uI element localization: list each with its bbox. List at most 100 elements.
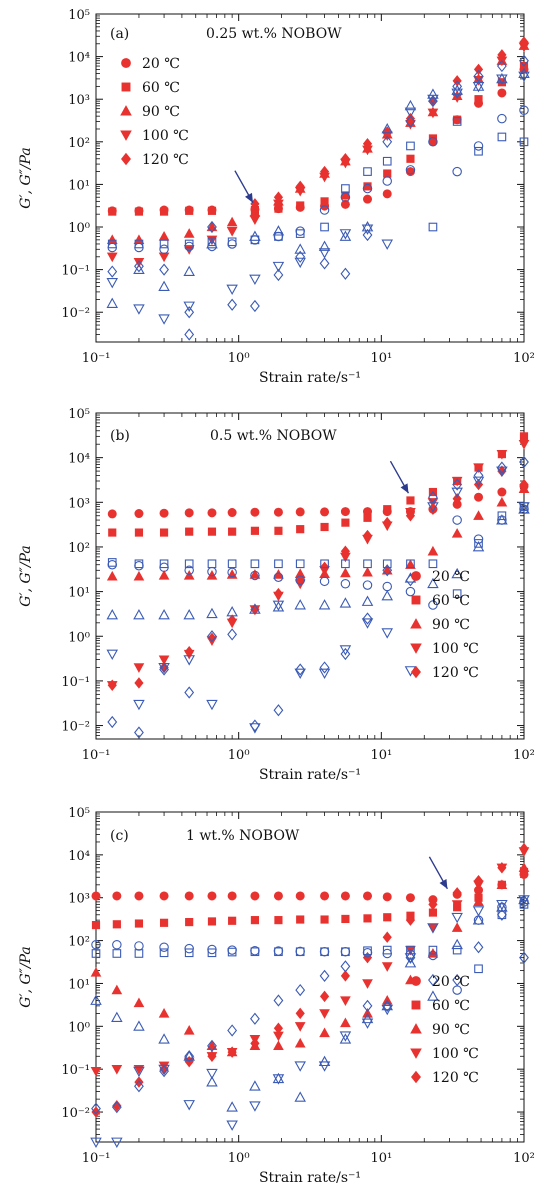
data-point: [452, 478, 463, 491]
legend-marker: [411, 1070, 421, 1084]
data-point: [159, 244, 169, 255]
data-point: [206, 1068, 218, 1080]
x-tick-label: 10⁻¹: [82, 748, 111, 763]
data-point: [272, 600, 285, 612]
data-point: [184, 306, 195, 319]
legend-marker: [410, 643, 422, 654]
data-point: [382, 135, 393, 148]
y-tick-label: 10⁵: [68, 8, 90, 23]
y-tick-label: 10⁴: [68, 51, 90, 66]
data-point: [185, 527, 194, 536]
series-9: [106, 466, 530, 734]
panel-title: 1 wt.% NOBOW: [186, 828, 300, 844]
data-point: [184, 559, 194, 569]
data-point: [294, 1061, 306, 1072]
legend-entry: 90 ℃: [142, 104, 180, 120]
y-tick-label: 10⁰: [68, 221, 90, 236]
data-point: [158, 231, 170, 241]
data-point: [404, 107, 417, 118]
legend: 20 ℃ 60 ℃ 90 ℃ 100 ℃ 120 ℃: [120, 56, 189, 168]
series-1: [107, 481, 529, 519]
data-point: [451, 922, 463, 932]
data-point: [107, 715, 118, 729]
data-point: [227, 237, 237, 247]
data-point: [108, 528, 117, 537]
data-point: [250, 299, 260, 313]
data-point: [428, 898, 438, 911]
data-point: [295, 947, 305, 957]
data-point: [159, 263, 169, 276]
legend-marker: [120, 130, 132, 141]
data-point: [341, 184, 350, 193]
data-point: [405, 559, 416, 569]
data-point: [519, 455, 529, 469]
data-point: [134, 559, 144, 569]
data-point: [320, 891, 330, 901]
data-point: [184, 508, 194, 518]
data-point: [428, 973, 438, 987]
data-point: [362, 138, 373, 150]
data-point: [320, 947, 329, 957]
y-tick-label: 10⁴: [68, 849, 90, 864]
data-point: [134, 677, 144, 689]
data-point: [474, 539, 483, 548]
data-point: [183, 655, 195, 666]
data-point: [159, 918, 169, 927]
data-point: [382, 581, 392, 592]
data-point: [427, 108, 439, 119]
data-point: [340, 970, 350, 982]
data-point: [497, 88, 507, 98]
data-point: [134, 560, 144, 571]
legend: 20 ℃ 60 ℃ 90 ℃ 100 ℃ 120 ℃: [410, 569, 479, 681]
data-point: [341, 947, 350, 957]
data-point: [382, 176, 392, 186]
data-point: [383, 169, 392, 178]
legend-entry: 60 ℃: [432, 593, 470, 609]
data-point: [383, 505, 392, 514]
data-point: [405, 165, 416, 175]
legend-marker: [411, 976, 421, 986]
data-point: [319, 165, 330, 178]
data-point: [133, 608, 145, 620]
x-tick-label: 10⁰: [228, 748, 250, 763]
series-2: [108, 432, 529, 537]
y-tick-label: 10³: [68, 496, 90, 511]
arrow-head: [245, 192, 253, 203]
data-point: [320, 197, 329, 206]
legend-entry: 90 ℃: [432, 617, 470, 633]
series-7: [107, 117, 529, 249]
data-point: [274, 947, 283, 957]
legend-marker: [121, 58, 131, 68]
data-point: [183, 608, 195, 620]
x-tick-label: 10⁰: [228, 351, 250, 366]
legend-marker: [120, 105, 132, 116]
data-point: [207, 891, 217, 901]
data-point: [133, 257, 145, 268]
data-point: [227, 1024, 238, 1037]
data-point: [296, 915, 305, 924]
data-point: [206, 607, 218, 619]
data-point: [519, 951, 529, 964]
data-point: [184, 891, 194, 901]
data-point: [318, 240, 331, 251]
series-7: [107, 502, 529, 598]
data-point: [451, 938, 463, 950]
y-tick-label: 10⁻¹: [61, 264, 90, 279]
data-point: [184, 565, 194, 576]
data-layer: [106, 36, 530, 341]
data-point: [294, 668, 306, 680]
y-tick-label: 10¹: [68, 586, 90, 601]
x-tick-label: 10⁻¹: [82, 351, 111, 366]
legend-marker: [411, 1000, 421, 1010]
data-point: [158, 252, 170, 263]
data-point: [106, 649, 119, 660]
data-point: [111, 1065, 123, 1075]
panel-2: 10⁻¹ 10⁰ 10¹ 10² 10⁻² 10⁻¹ 10⁰ 10¹ 10² 10³ 10⁴ 10⁵ S…: [18, 407, 535, 783]
y-tick-label: 10²: [68, 136, 90, 151]
data-point: [519, 478, 529, 491]
data-point: [451, 912, 463, 924]
data-point: [496, 466, 508, 478]
y-tick-label: 10³: [68, 93, 90, 108]
data-point: [250, 507, 260, 517]
